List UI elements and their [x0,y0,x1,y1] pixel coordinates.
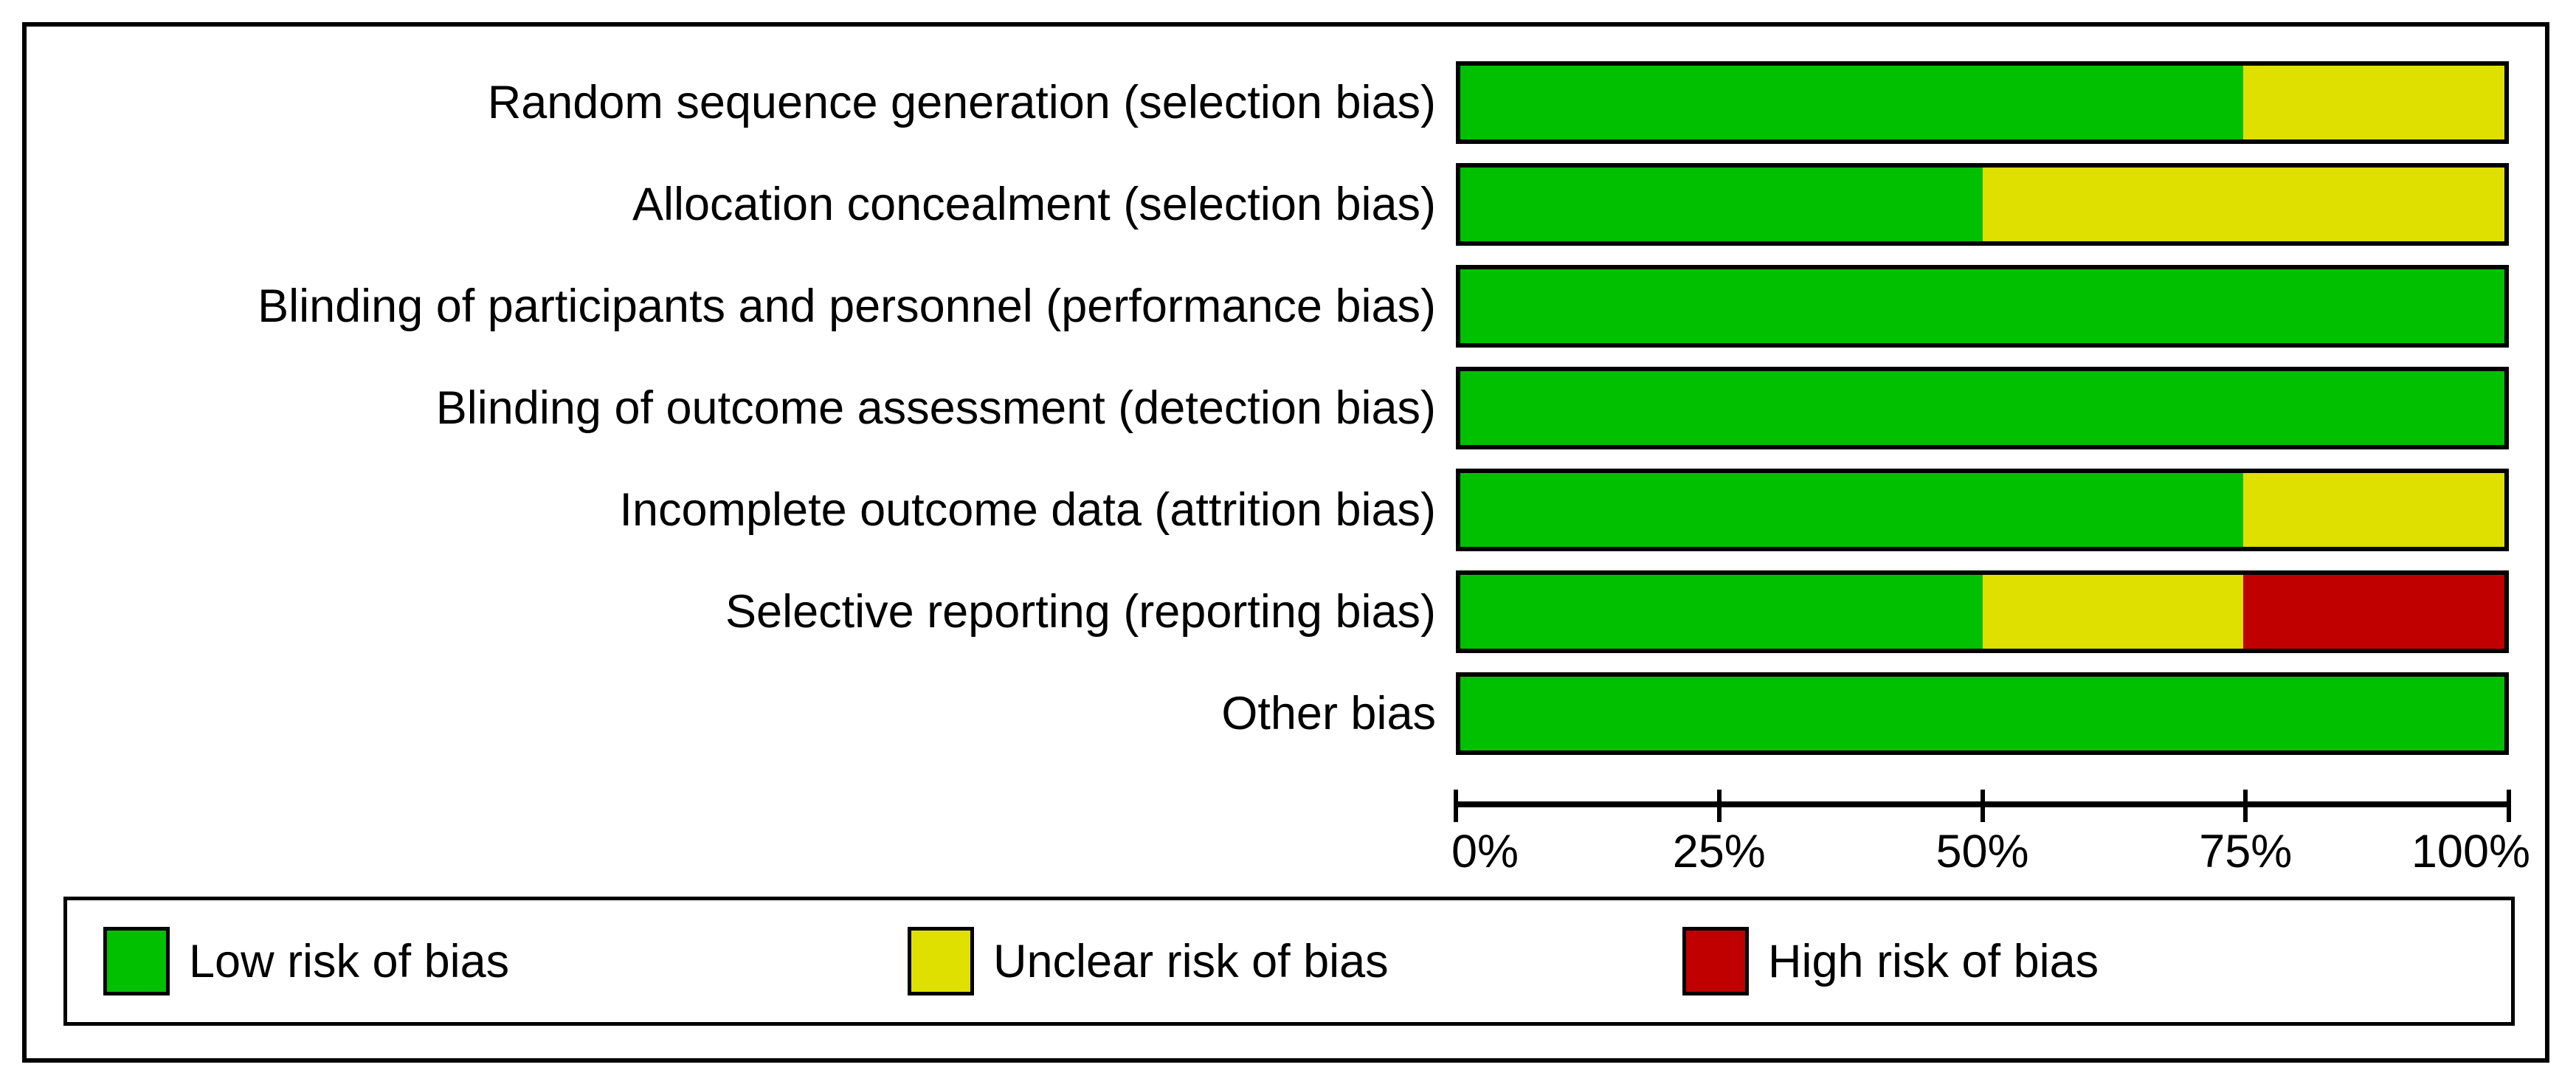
axis-tick-label: 50% [1936,826,2029,877]
bar-row: Blinding of participants and personnel (… [27,265,2545,348]
axis-tick [1454,790,1458,822]
legend-item-high: High risk of bias [1682,900,2099,1022]
stacked-bar [1456,367,2509,449]
bar-segment-low [1460,66,2244,139]
legend-swatch-high [1682,927,1749,995]
legend-box: Low risk of bias Unclear risk of bias High… [63,897,2515,1026]
stacked-bar [1456,570,2509,653]
bar-segment-unclear [1982,168,2504,241]
legend-label: Unclear risk of bias [993,935,1389,987]
bar-segment-low [1460,677,2504,750]
axis-tick-label: 100% [2411,826,2531,877]
axis-tick [2243,790,2248,822]
legend-label: Low risk of bias [189,935,510,987]
bar-row: Allocation concealment (selection bias) [27,163,2545,246]
legend-swatch-low [103,927,170,995]
bar-row: Incomplete outcome data (attrition bias) [27,469,2545,551]
axis-tick-label: 25% [1672,826,1766,877]
chart-frame: Random sequence generation (selection bi… [22,22,2549,1063]
axis-tick [2507,790,2511,822]
bar-row: Blinding of outcome assessment (detectio… [27,367,2545,449]
bar-segment-unclear [2243,66,2504,139]
bar-row: Random sequence generation (selection bi… [27,61,2545,144]
axis-tick-label: 0% [1451,826,1519,877]
category-label: Allocation concealment (selection bias) [632,179,1436,230]
stacked-bar [1456,163,2509,246]
legend-swatch-unclear [908,927,974,995]
stacked-bar [1456,61,2509,144]
bar-segment-low [1460,473,2244,547]
axis-tick [1716,790,1722,822]
legend-item-low: Low risk of bias [103,900,509,1022]
legend-label: High risk of bias [1768,935,2099,987]
category-label: Random sequence generation (selection bi… [487,77,1436,128]
bar-row: Other bias [27,672,2545,755]
stacked-bar [1456,469,2509,551]
stacked-bar [1456,265,2509,348]
axis-tick-label: 75% [2199,826,2293,877]
bar-segment-unclear [1982,575,2244,649]
axis-tick [1980,790,1985,822]
bar-row: Selective reporting (reporting bias) [27,570,2545,653]
bar-segment-low [1460,269,2504,343]
bar-segment-unclear [2243,473,2504,547]
bar-segment-high [2243,575,2504,649]
legend-item-unclear: Unclear risk of bias [908,900,1389,1022]
bar-segment-low [1460,371,2504,445]
category-label: Other bias [1221,688,1436,739]
stacked-bar [1456,672,2509,755]
category-label: Blinding of outcome assessment (detectio… [435,382,1436,434]
category-label: Selective reporting (reporting bias) [725,586,1436,638]
category-label: Incomplete outcome data (attrition bias) [619,484,1436,536]
bar-segment-low [1460,168,1983,241]
bar-segment-low [1460,575,1983,649]
category-label: Blinding of participants and personnel (… [258,280,1436,332]
